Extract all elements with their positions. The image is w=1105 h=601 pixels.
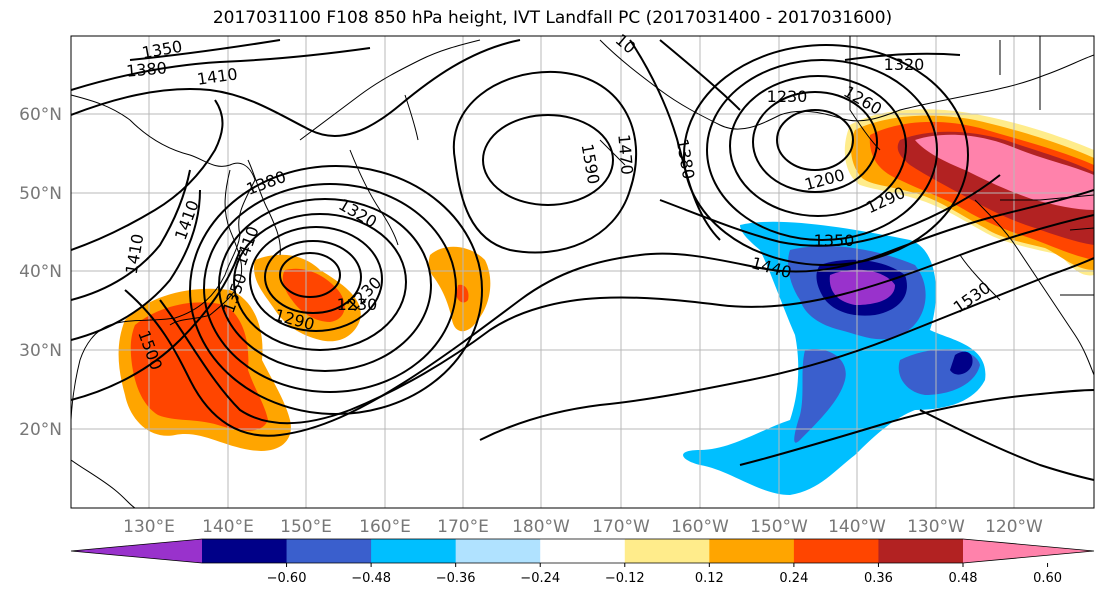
contour-label: 1350 bbox=[814, 231, 855, 250]
contour-label: 1380 bbox=[125, 58, 167, 80]
colorbar-swatch bbox=[540, 539, 626, 563]
lon-label: 140°W bbox=[828, 517, 886, 537]
lat-label: 60°N bbox=[19, 105, 62, 125]
lon-label: 130°W bbox=[907, 517, 965, 537]
lat-label: 20°N bbox=[19, 420, 62, 440]
lon-label: 160°W bbox=[671, 517, 729, 537]
colorbar-extension-high bbox=[963, 539, 1094, 563]
map-frame bbox=[70, 35, 1095, 509]
lon-label: 140°E bbox=[202, 517, 254, 537]
lon-label: 130°E bbox=[123, 517, 175, 537]
contour-label: 1320 bbox=[884, 55, 925, 74]
contour-label: 1230 bbox=[767, 87, 808, 106]
colorbar-swatch bbox=[455, 539, 541, 563]
colorbar-swatch bbox=[286, 539, 372, 563]
contour-label: 1230 bbox=[337, 295, 378, 314]
colorbar-tick-label: −0.48 bbox=[351, 571, 391, 586]
colorbar-swatch bbox=[709, 539, 795, 563]
colorbar-outline bbox=[70, 538, 1095, 564]
lat-label: 50°N bbox=[19, 184, 62, 204]
colorbar-swatch bbox=[371, 539, 457, 563]
colorbar-swatch bbox=[878, 539, 964, 563]
lon-label: 180°W bbox=[512, 517, 570, 537]
map-title: 2017031100 F108 850 hPa height, IVT Land… bbox=[212, 8, 893, 28]
lon-label: 120°W bbox=[985, 517, 1043, 537]
contour-label: 1470 bbox=[614, 133, 636, 175]
colorbar-tick-label: −0.60 bbox=[267, 571, 307, 586]
colorbar-tick-label: 0.48 bbox=[949, 571, 978, 586]
lon-label: 170°E bbox=[437, 517, 489, 537]
colorbar-tick-label: 0.60 bbox=[1033, 571, 1062, 586]
colorbar-swatch bbox=[624, 539, 710, 563]
height-contours bbox=[71, 39, 1094, 481]
lon-label: 170°W bbox=[592, 517, 650, 537]
colorbar-swatch bbox=[793, 539, 879, 563]
colorbar-tick-label: 0.12 bbox=[695, 571, 724, 586]
lon-label: 150°E bbox=[280, 517, 332, 537]
latitude-labels: 60°N 50°N 40°N 30°N 20°N bbox=[19, 105, 62, 440]
colorbar-swatch bbox=[202, 539, 288, 563]
lat-label: 40°N bbox=[19, 262, 62, 282]
colorbar-tick-label: −0.12 bbox=[605, 571, 645, 586]
colorbar-tick-label: 0.24 bbox=[779, 571, 808, 586]
colorbar-tick-label: −0.36 bbox=[436, 571, 476, 586]
colorbar: −0.60 −0.48 −0.36 −0.24 −0.12 0.12 0.24 0.36 0.4… bbox=[70, 538, 1095, 586]
lon-label: 150°W bbox=[750, 517, 808, 537]
colorbar-tick-label: −0.24 bbox=[520, 571, 560, 586]
colorbar-extension-low bbox=[71, 539, 202, 563]
colorbar-tick-label: 0.36 bbox=[864, 571, 893, 586]
longitude-labels: 130°E 140°E 150°E 160°E 170°E 180°W 170°… bbox=[123, 517, 1043, 537]
lat-label: 30°N bbox=[19, 341, 62, 361]
lon-label: 160°E bbox=[359, 517, 411, 537]
